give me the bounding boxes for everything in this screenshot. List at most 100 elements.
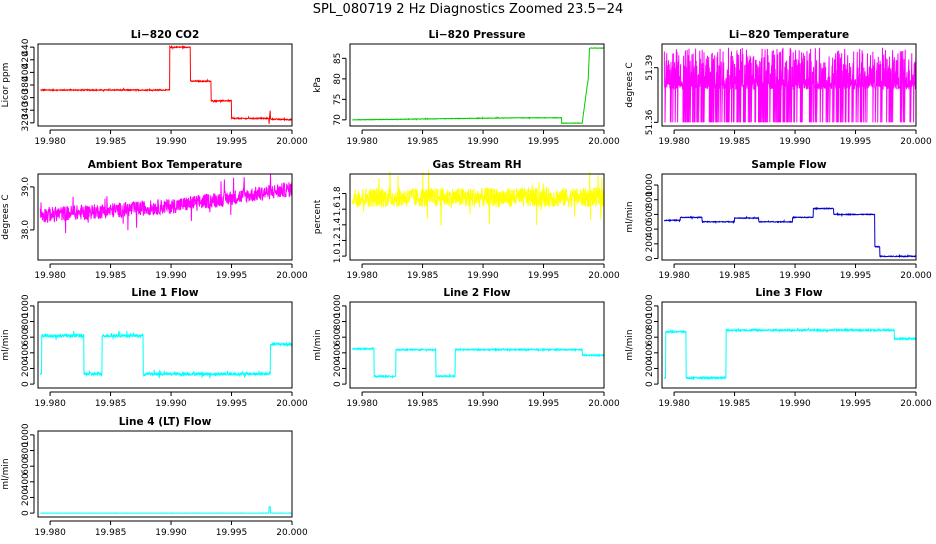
y-tick-label: 320: [21, 114, 31, 131]
panel-title: Line 1 Flow: [131, 287, 198, 299]
y-tick-label: 1.6: [333, 202, 343, 217]
y-tick-label: 1000: [645, 173, 655, 196]
y-tick-label: 600: [645, 328, 655, 345]
panel-title: Li−820 Pressure: [429, 29, 526, 41]
series-line: [663, 206, 917, 259]
y-tick-label: 800: [645, 313, 655, 330]
y-tick-label: 85: [333, 53, 343, 64]
panel-5: Gas Stream RH 19.980 19.985 19.990 19.995 20.…: [313, 159, 620, 281]
y-tick-label: 200: [645, 235, 655, 252]
y-tick-label: 0: [645, 255, 655, 261]
plot-frame: [349, 43, 605, 127]
y-axis-label: Licor ppm: [1, 63, 11, 108]
panel-10: Line 4 (LT) Flow 19.980 19.985 19.990 19.995…: [1, 416, 308, 538]
x-tick-label: 19.985: [719, 271, 751, 281]
y-tick-label: 51.36: [645, 109, 655, 135]
x-tick-label: 19.985: [719, 399, 751, 409]
panel-2: Li−820 Pressure 19.980 19.985 19.990 19.995 2…: [313, 29, 620, 147]
x-tick-label: 19.990: [779, 137, 811, 147]
x-tick-label: 20.000: [588, 399, 620, 409]
y-tick-label: 1000: [645, 294, 655, 317]
panel-3: Li−820 Temperature 19.980 19.985 19.990 19.9…: [625, 29, 932, 147]
panel-8: Line 2 Flow 19.980 19.985 19.990 19.995 20.00…: [313, 287, 620, 409]
y-tick-label: 600: [21, 328, 31, 345]
y-tick-label: 39.0: [21, 177, 31, 197]
x-tick-label: 20.000: [276, 528, 308, 538]
y-tick-label: 200: [21, 489, 31, 506]
y-axis-label: degrees C: [625, 62, 635, 107]
figure-title: SPL_080719 2 Hz Diagnostics Zoomed 23.5−…: [312, 2, 624, 17]
y-tick-label: 80: [333, 73, 343, 85]
y-tick-label: 420: [21, 51, 31, 68]
series-line: [663, 47, 917, 123]
y-tick-label: 51.39: [645, 55, 655, 81]
x-tick-label: 19.990: [467, 399, 499, 409]
y-tick-label: 600: [21, 457, 31, 474]
y-tick-label: 1000: [21, 294, 31, 317]
x-tick-label: 19.990: [779, 399, 811, 409]
y-tick-label: 400: [645, 344, 655, 361]
x-tick-label: 19.990: [155, 399, 187, 409]
x-tick-label: 20.000: [588, 137, 620, 147]
y-tick-label: 440: [21, 38, 31, 55]
x-tick-label: 19.990: [155, 137, 187, 147]
x-tick-label: 20.000: [276, 399, 308, 409]
y-tick-label: 340: [21, 101, 31, 118]
x-tick-label: 20.000: [900, 271, 932, 281]
y-tick-label: 800: [21, 442, 31, 459]
y-axis-label: ml/min: [313, 329, 323, 360]
series-line: [351, 170, 605, 226]
y-tick-label: 600: [333, 328, 343, 345]
x-tick-label: 19.980: [346, 399, 378, 409]
x-tick-label: 19.995: [840, 271, 872, 281]
y-tick-label: 0: [21, 510, 31, 516]
y-tick-label: 0: [21, 381, 31, 387]
y-tick-label: 380: [21, 76, 31, 93]
plot-frame: [349, 173, 605, 261]
y-tick-label: 800: [645, 191, 655, 208]
panel-title: Sample Flow: [751, 159, 826, 171]
x-tick-label: 19.990: [779, 271, 811, 281]
plot-frame: [661, 301, 917, 389]
x-tick-label: 19.980: [346, 271, 378, 281]
panel-title: Li−820 Temperature: [729, 29, 849, 41]
plot-frame: [37, 301, 293, 389]
y-tick-label: 0: [645, 381, 655, 387]
y-tick-label: 400: [645, 220, 655, 237]
y-tick-label: 400: [21, 64, 31, 81]
y-tick-label: 600: [645, 206, 655, 223]
panel-9: Line 3 Flow 19.980 19.985 19.990 19.995 20.00…: [625, 287, 932, 409]
x-tick-label: 19.990: [467, 271, 499, 281]
x-tick-label: 20.000: [588, 271, 620, 281]
x-tick-label: 19.985: [95, 137, 127, 147]
series-line: [39, 330, 293, 379]
series-line: [40, 506, 292, 515]
x-tick-label: 19.995: [840, 137, 872, 147]
y-axis-label: ml/min: [1, 329, 11, 360]
y-tick-label: 400: [333, 344, 343, 361]
x-tick-label: 19.995: [216, 528, 248, 538]
series-line: [352, 346, 605, 379]
x-tick-label: 19.995: [216, 271, 248, 281]
x-tick-label: 19.980: [346, 137, 378, 147]
panel-title: Ambient Box Temperature: [88, 159, 243, 171]
x-tick-label: 20.000: [276, 137, 308, 147]
y-tick-label: 200: [645, 360, 655, 377]
x-tick-label: 19.995: [216, 137, 248, 147]
plot-frame: [37, 430, 293, 518]
x-tick-label: 19.980: [658, 137, 690, 147]
x-tick-label: 19.980: [34, 528, 66, 538]
series-line: [352, 47, 605, 125]
panel-1: Li−820 CO2 19.980 19.985 19.990 19.995 20.000…: [1, 29, 308, 147]
x-tick-label: 19.980: [34, 271, 66, 281]
x-tick-label: 19.985: [407, 399, 439, 409]
plot-frame: [37, 173, 293, 261]
panel-title: Line 2 Flow: [443, 287, 510, 299]
y-tick-label: 1000: [333, 294, 343, 317]
y-tick-label: 200: [21, 360, 31, 377]
x-tick-label: 19.980: [658, 271, 690, 281]
plot-frame: [349, 301, 605, 389]
plot-frame: [661, 43, 917, 127]
panel-4: Ambient Box Temperature 19.980 19.985 19.99…: [1, 159, 308, 281]
